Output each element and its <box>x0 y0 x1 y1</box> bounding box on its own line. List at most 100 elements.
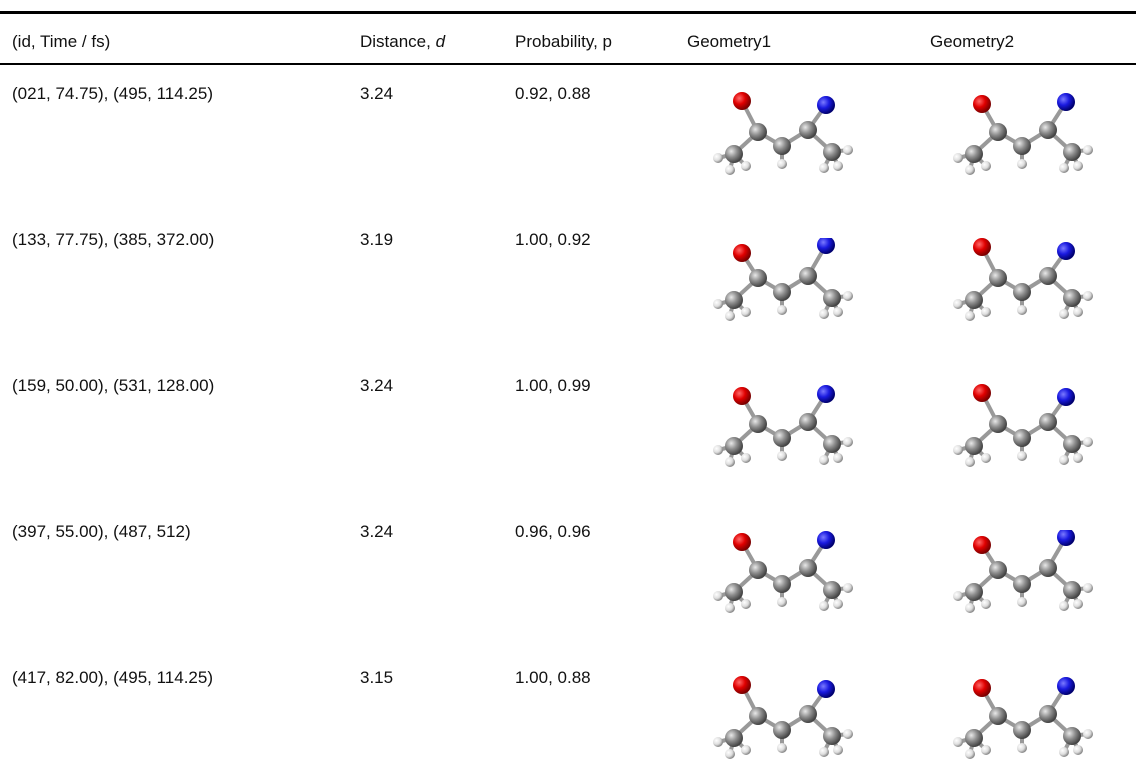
atom <box>713 299 723 309</box>
atom <box>725 749 735 759</box>
atom <box>733 92 751 110</box>
atom <box>725 437 743 455</box>
atom <box>713 737 723 747</box>
atom <box>1059 601 1069 611</box>
atom <box>777 743 787 753</box>
atom <box>1073 599 1083 609</box>
atom <box>817 238 835 254</box>
atom <box>823 289 841 307</box>
atom <box>777 159 787 169</box>
atom <box>749 123 767 141</box>
atom <box>773 429 791 447</box>
atom <box>1017 451 1027 461</box>
atom <box>749 415 767 433</box>
atom <box>981 599 991 609</box>
atom <box>989 561 1007 579</box>
atom <box>733 676 751 694</box>
table-cell: 3.24 <box>360 522 393 542</box>
atom <box>843 437 853 447</box>
atom <box>1083 145 1093 155</box>
atom <box>1073 161 1083 171</box>
atom <box>741 599 751 609</box>
atom <box>1063 727 1081 745</box>
atom <box>1063 289 1081 307</box>
atom <box>833 745 843 755</box>
atom <box>981 745 991 755</box>
atom <box>1013 137 1031 155</box>
atom <box>733 387 751 405</box>
atom <box>749 269 767 287</box>
molecule-image <box>940 92 1100 192</box>
top-rule <box>0 11 1136 14</box>
atom <box>1063 143 1081 161</box>
atom <box>965 749 975 759</box>
atom <box>1057 93 1075 111</box>
atom <box>741 453 751 463</box>
atom <box>981 453 991 463</box>
atom <box>965 583 983 601</box>
atom <box>817 385 835 403</box>
atom <box>777 597 787 607</box>
atom <box>843 583 853 593</box>
atom <box>953 737 963 747</box>
table-cell: (021, 74.75), (495, 114.25) <box>12 84 213 104</box>
atom <box>799 121 817 139</box>
atom <box>823 581 841 599</box>
table-cell: 0.92, 0.88 <box>515 84 591 104</box>
atom <box>725 145 743 163</box>
atom <box>1073 745 1083 755</box>
atom <box>733 244 751 262</box>
atom <box>973 238 991 256</box>
atom <box>819 747 829 757</box>
atom <box>1083 291 1093 301</box>
atom <box>1013 429 1031 447</box>
atom <box>1073 453 1083 463</box>
atom <box>741 161 751 171</box>
atom <box>799 267 817 285</box>
atom <box>1073 307 1083 317</box>
atom <box>817 531 835 549</box>
header-cell: Geometry1 <box>687 32 771 52</box>
atom <box>965 457 975 467</box>
atom <box>725 291 743 309</box>
atom <box>843 729 853 739</box>
atom <box>1017 743 1027 753</box>
atom <box>749 561 767 579</box>
atom <box>1013 575 1031 593</box>
table-cell: 3.15 <box>360 668 393 688</box>
atom <box>973 679 991 697</box>
molecule-image <box>700 92 860 192</box>
atom <box>1013 283 1031 301</box>
atom <box>1083 437 1093 447</box>
atom <box>817 680 835 698</box>
table-cell: (159, 50.00), (531, 128.00) <box>12 376 214 396</box>
table-cell: (133, 77.75), (385, 372.00) <box>12 230 214 250</box>
header-cell: (id, Time / fs) <box>12 32 110 52</box>
atom <box>819 601 829 611</box>
atom <box>1017 597 1027 607</box>
atom <box>833 307 843 317</box>
atom <box>843 291 853 301</box>
atom <box>1057 677 1075 695</box>
atom <box>1059 455 1069 465</box>
header-cell: Probability, p <box>515 32 612 52</box>
atom <box>989 269 1007 287</box>
atom <box>989 707 1007 725</box>
atom <box>965 729 983 747</box>
atom <box>1083 729 1093 739</box>
atom <box>989 123 1007 141</box>
atom <box>981 161 991 171</box>
header-var: d <box>436 32 445 51</box>
header-text: Distance, <box>360 32 436 51</box>
atom <box>725 583 743 601</box>
atom <box>773 137 791 155</box>
atom <box>1057 242 1075 260</box>
atom <box>973 384 991 402</box>
atom <box>833 599 843 609</box>
atom <box>749 707 767 725</box>
atom <box>953 591 963 601</box>
atom <box>773 283 791 301</box>
atom <box>1063 581 1081 599</box>
atom <box>953 153 963 163</box>
table-cell: 3.24 <box>360 376 393 396</box>
